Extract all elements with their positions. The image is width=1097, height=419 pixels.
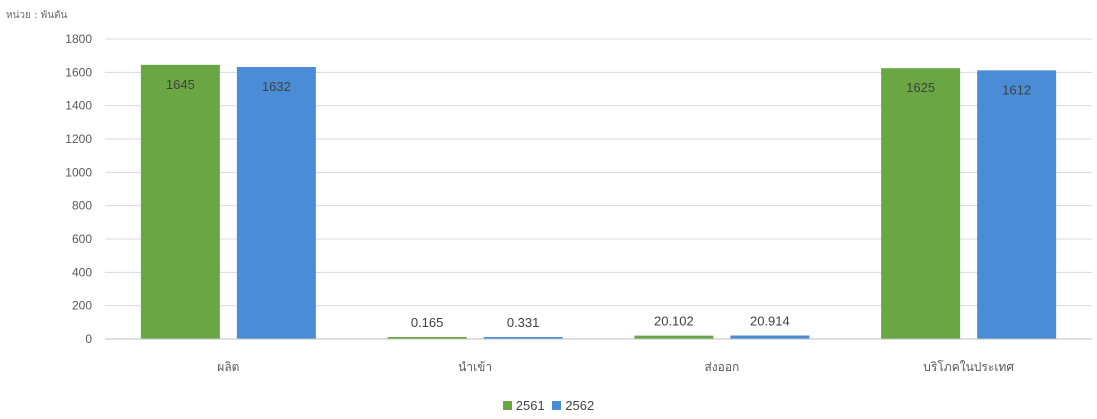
bar-2562-2 (730, 335, 810, 339)
bar-2562-0 (236, 67, 316, 339)
bar-2561-3 (881, 68, 961, 340)
data-label-2562-2: 20.914 (750, 314, 790, 329)
legend-item-2561: 2561 (502, 398, 545, 413)
legend-label-2562: 2562 (565, 398, 595, 413)
y-tick-label-1800: 1800 (65, 32, 92, 46)
data-label-2561-2: 20.102 (654, 314, 694, 329)
legend: 2561 2562 (0, 398, 1097, 413)
y-tick-label-600: 600 (72, 232, 92, 246)
data-label-2561-0: 1645 (166, 77, 195, 92)
legend-swatch-2561 (502, 401, 512, 410)
y-tick-label-0: 0 (85, 332, 92, 346)
y-tick-label-1400: 1400 (65, 99, 92, 113)
x-tick-label-1: นำเข้า (458, 360, 492, 374)
bar-2562-1 (483, 337, 563, 339)
data-label-2562-0: 1632 (262, 79, 291, 94)
bar-2561-1 (387, 337, 467, 339)
bar-2562-3 (977, 70, 1057, 339)
x-tick-label-3: บริโภคในประเทศ (923, 360, 1014, 374)
unit-label: หน่วย : พันตัน (6, 10, 68, 21)
bar-2561-2 (634, 335, 714, 339)
data-label-2562-1: 0.331 (507, 315, 540, 330)
y-tick-label-1200: 1200 (65, 132, 92, 146)
data-label-2561-1: 0.165 (411, 315, 444, 330)
bar-chart: 0 200 400 600 800 1000 1200 1400 1600 1800 1645 163… (65, 32, 1092, 374)
data-label-2562-3: 1612 (1002, 82, 1031, 97)
legend-swatch-2562 (552, 401, 562, 410)
y-tick-label-800: 800 (72, 199, 92, 213)
y-tick-label-200: 200 (72, 299, 92, 313)
legend-label-2561: 2561 (515, 398, 545, 413)
data-label-2561-3: 1625 (906, 80, 935, 95)
y-tick-label-1000: 1000 (65, 165, 92, 179)
legend-item-2562: 2562 (552, 398, 594, 413)
y-tick-label-400: 400 (72, 265, 92, 279)
x-tick-label-2: ส่งออก (704, 360, 739, 374)
x-tick-label-0: ผลิต (217, 360, 239, 374)
bar-2561-0 (140, 64, 220, 339)
y-tick-label-1600: 1600 (65, 65, 92, 79)
